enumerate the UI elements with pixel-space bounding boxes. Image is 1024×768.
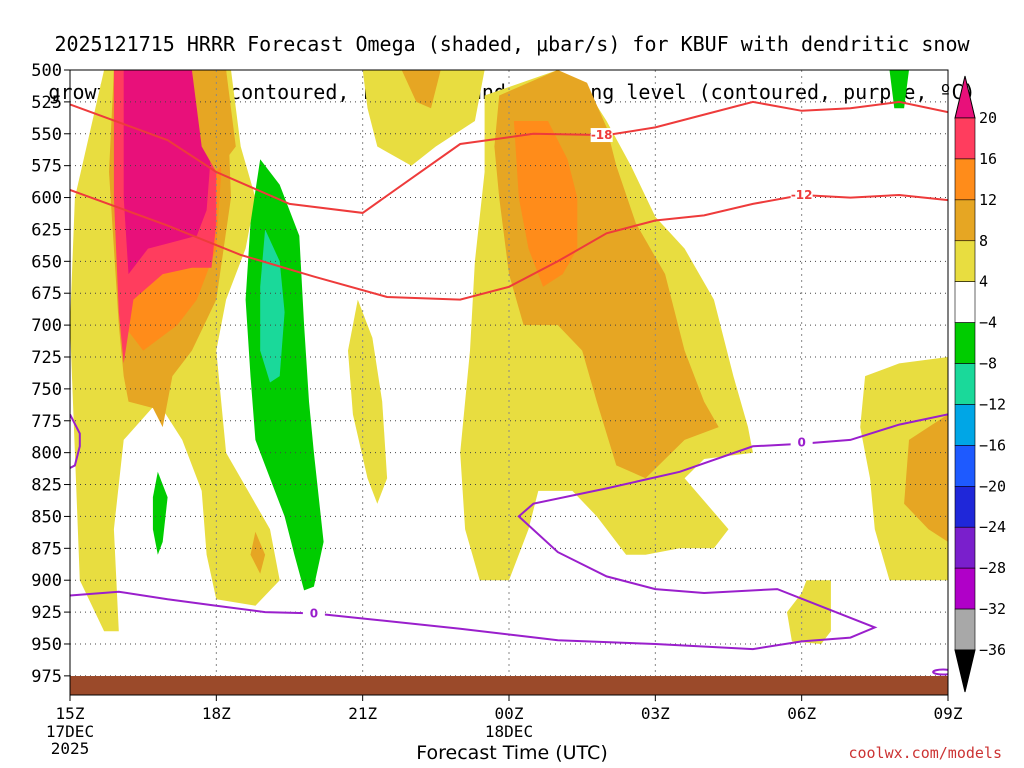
y-tick-label: 725 (31, 348, 62, 368)
colorbar-tick-label: −20 (979, 477, 1006, 495)
contour-label: 0 (797, 435, 805, 449)
x-tick-label: 09Z (934, 704, 963, 723)
x-sub-label: 18DEC (485, 722, 533, 741)
contour-label: 0 (310, 606, 318, 620)
y-tick-label: 675 (31, 284, 62, 304)
contour-label-bg (790, 435, 813, 450)
shade-mid-orange12 (513, 121, 578, 287)
y-tick-label: 775 (31, 412, 62, 432)
contour-line (70, 413, 948, 651)
freezing-level-loop (932, 668, 948, 676)
contour-label: -12 (791, 188, 813, 202)
colorbar-segment (954, 608, 976, 651)
colorbar-tick-label: −32 (979, 600, 1006, 618)
colorbar-segment (954, 199, 976, 242)
y-tick-label: 925 (31, 603, 62, 623)
y-tick-label: 525 (31, 93, 62, 113)
colorbar-segment (954, 526, 976, 569)
y-tick-label: 575 (31, 157, 62, 177)
shade-right-green-top (889, 70, 909, 109)
y-tick-label: 825 (31, 476, 62, 496)
colorbar-segment (954, 486, 976, 528)
colorbar-tick-label: −16 (979, 436, 1006, 454)
grid-lines (70, 70, 948, 695)
colorbar-tick-label: −28 (979, 559, 1006, 577)
colorbar-segment (954, 363, 976, 405)
colorbar-tick-label: 16 (979, 150, 997, 168)
x-tick-label: 18Z (202, 704, 231, 723)
shade-left-magenta20 (123, 70, 212, 275)
shade-mid-yellow-strip (348, 299, 388, 504)
y-tick-label: 950 (31, 635, 62, 655)
freezing-level-stub (70, 413, 81, 469)
colorbar: 20 16 12 8 4 −4 −8 −12 −16 −20 −24 −28 −32 −36 (954, 75, 1006, 693)
colorbar-segment (954, 322, 976, 364)
x-tick-label: 21Z (348, 704, 377, 723)
x-tick-label: 06Z (787, 704, 816, 723)
x-tick-label: 03Z (641, 704, 670, 723)
y-tick-label: 850 (31, 507, 62, 527)
colorbar-tick-label: −24 (979, 518, 1006, 536)
shade-left-orange-top (191, 70, 236, 172)
shade-left-orange-small (250, 531, 266, 574)
colorbar-tick-label: −36 (979, 641, 1006, 659)
y-tick-label: 975 (31, 667, 62, 687)
x-sub-label: 17DEC (46, 722, 94, 741)
contour-label-bg (302, 606, 325, 621)
colorbar-tick-label: 8 (979, 232, 988, 250)
y-tick-label: 625 (31, 220, 62, 240)
freezing-level-loop (953, 676, 958, 684)
shade-neg-green-small (152, 471, 168, 555)
shade-right-orange (904, 414, 948, 542)
y-tick-label: 800 (31, 444, 62, 464)
x-tick-label: 15Z (56, 704, 85, 723)
colorbar-segment (954, 281, 976, 323)
colorbar-segment (954, 445, 976, 487)
y-axis: 500 525 550 575 600 625 650 675 700 725 750 775 800 8… (31, 61, 70, 687)
y-tick-label: 700 (31, 316, 62, 336)
contour-label-bg (790, 188, 813, 202)
y-tick-label: 500 (31, 61, 62, 81)
x-axis-label: Forecast Time (UTC) (416, 742, 608, 764)
colorbar-segment (954, 567, 976, 610)
colorbar-tick-label: 20 (979, 109, 997, 127)
y-tick-label: 650 (31, 252, 62, 272)
colorbar-segment (954, 158, 976, 201)
credit-text: coolwx.com/models (848, 744, 1002, 762)
contour-label: -18 (591, 128, 613, 142)
y-tick-label: 750 (31, 380, 62, 400)
colorbar-tick-label: −4 (979, 314, 997, 332)
colorbar-tick-label: 4 (979, 273, 988, 291)
shade-upper-orange (401, 70, 441, 109)
colorbar-segment (954, 240, 976, 282)
shade-neg-teal8 (260, 229, 285, 383)
colorbar-tick-label: −8 (979, 355, 997, 373)
colorbar-segment (954, 404, 976, 446)
colorbar-segment (954, 117, 976, 160)
y-tick-label: 600 (31, 189, 62, 209)
colorbar-bottom-triangle (954, 649, 976, 693)
x-tick-label: 00Z (495, 704, 524, 723)
shade-upper-yellow (362, 70, 485, 166)
colorbar-tick-label: −12 (979, 395, 1006, 413)
y-tick-label: 900 (31, 571, 62, 591)
contour-label-bg (590, 128, 613, 143)
y-tick-label: 875 (31, 539, 62, 559)
colorbar-top-triangle (954, 75, 976, 119)
contour-line (70, 188, 948, 301)
shade-mid-yellow-small (787, 580, 831, 644)
x-sub-label: 2025 (51, 739, 90, 758)
y-tick-label: 550 (31, 125, 62, 145)
contour-line (70, 100, 948, 214)
contour-lines: -18 -12 0 0 (70, 100, 958, 684)
title-line-1: 2025121715 HRRR Forecast Omega (shaded, … (54, 32, 970, 56)
colorbar-tick-label: 12 (979, 191, 997, 209)
terrain-ground (70, 676, 948, 695)
omega-shading (70, 70, 948, 644)
